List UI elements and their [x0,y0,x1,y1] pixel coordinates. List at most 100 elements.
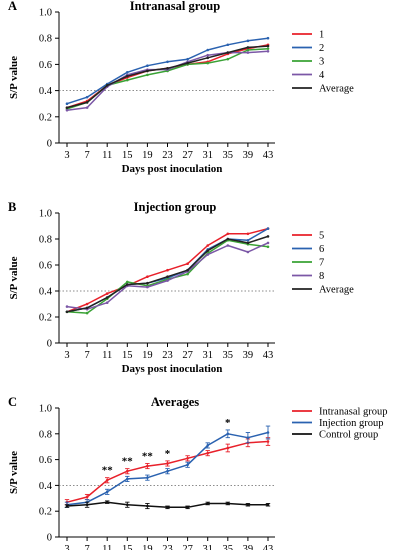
y-tick-label: 0.4 [39,287,53,298]
x-tick-label: 43 [263,350,274,361]
x-tick-label: 19 [142,350,153,361]
data-point [246,48,250,52]
data-point [266,241,270,245]
data-point [186,61,189,65]
data-point [246,436,250,439]
x-tick-label: 35 [223,150,234,161]
data-point [226,43,230,47]
x-tick-label: 27 [182,350,193,361]
y-axis-label: S/P value [8,56,20,99]
data-point [126,477,129,481]
x-tick-label: 31 [202,150,213,161]
data-point [206,502,209,505]
data-point [266,47,270,50]
x-tick-label: 7 [84,544,89,550]
data-point [146,464,149,468]
chart-title: Averages [151,395,199,409]
data-point [146,73,149,77]
data-point [105,500,109,504]
data-point [226,232,230,236]
legend: 1 2 3 4 Average [292,30,354,95]
series-2 [64,425,271,508]
legend-entry: Average [319,285,354,296]
x-tick-label: 15 [122,350,133,361]
y-tick-label: 0.4 [39,86,53,97]
data-point [226,244,230,247]
data-point [186,506,189,509]
legend-entry: 3 [319,57,324,68]
data-point [246,241,250,245]
x-tick-label: 19 [142,544,153,550]
x-tick-label: 27 [182,150,193,161]
series-line [66,50,269,112]
x-tick-label: 43 [263,150,274,161]
panel-label: A [8,0,17,13]
data-point [206,444,209,447]
data-point [226,446,230,450]
data-point [146,504,149,508]
y-tick-label: 0.4 [39,481,53,492]
data-point [146,64,149,68]
data-point [246,503,250,507]
data-point [206,253,209,256]
y-axis-label: S/P value [8,256,20,299]
x-tick-label: 3 [64,544,69,550]
legend-entry: 6 [319,244,324,255]
data-point [65,310,69,314]
data-point [126,283,129,286]
series-3 [65,47,270,111]
data-point [266,235,270,238]
x-tick-label: 27 [182,544,193,550]
data-point [65,108,69,112]
y-tick-label: 0.2 [39,313,52,324]
data-point [146,281,149,285]
data-point [146,285,149,289]
data-point [246,232,250,236]
data-point [226,237,230,241]
data-point [85,106,89,109]
data-point [186,463,189,467]
y-tick-label: 0 [47,533,52,544]
data-point [146,476,149,479]
x-tick-label: 7 [84,350,89,361]
data-point [206,48,209,52]
data-point [186,272,189,276]
chart-panel-b: B Injection group 0 0.2 0.4 0.6 0.8 1.0 3 7 11 15 19… [8,200,354,375]
data-point [266,503,270,507]
data-point [206,451,209,455]
y-tick-label: 0 [47,339,52,350]
data-point [226,51,230,54]
data-point [126,280,129,284]
data-point [266,431,270,434]
legend-entry: Average [319,84,354,95]
series-line [66,47,269,110]
data-point [246,46,250,49]
data-point [266,36,270,40]
legend-entry: 8 [319,271,324,282]
data-point [85,101,89,104]
data-point [126,503,129,507]
data-point [166,506,169,509]
x-tick-label: 15 [122,150,133,161]
data-point [126,70,129,74]
y-tick-label: 0 [47,139,52,150]
data-point [266,245,270,249]
x-tick-label: 35 [223,544,234,550]
y-tick-label: 0.8 [39,235,52,246]
data-point [166,462,169,465]
data-point [246,250,250,254]
y-tick-label: 0.2 [39,507,52,518]
data-point [166,60,169,64]
data-point [85,495,89,499]
data-point [206,53,209,57]
data-point [166,268,169,272]
panel-label: B [8,200,16,214]
data-point [105,84,109,87]
x-tick-label: 23 [162,544,173,550]
data-point [65,106,69,109]
data-point [166,469,169,473]
data-point [166,275,169,279]
significance-annotation: * [165,448,171,460]
x-tick-label: 39 [243,350,254,361]
data-point [105,301,109,305]
